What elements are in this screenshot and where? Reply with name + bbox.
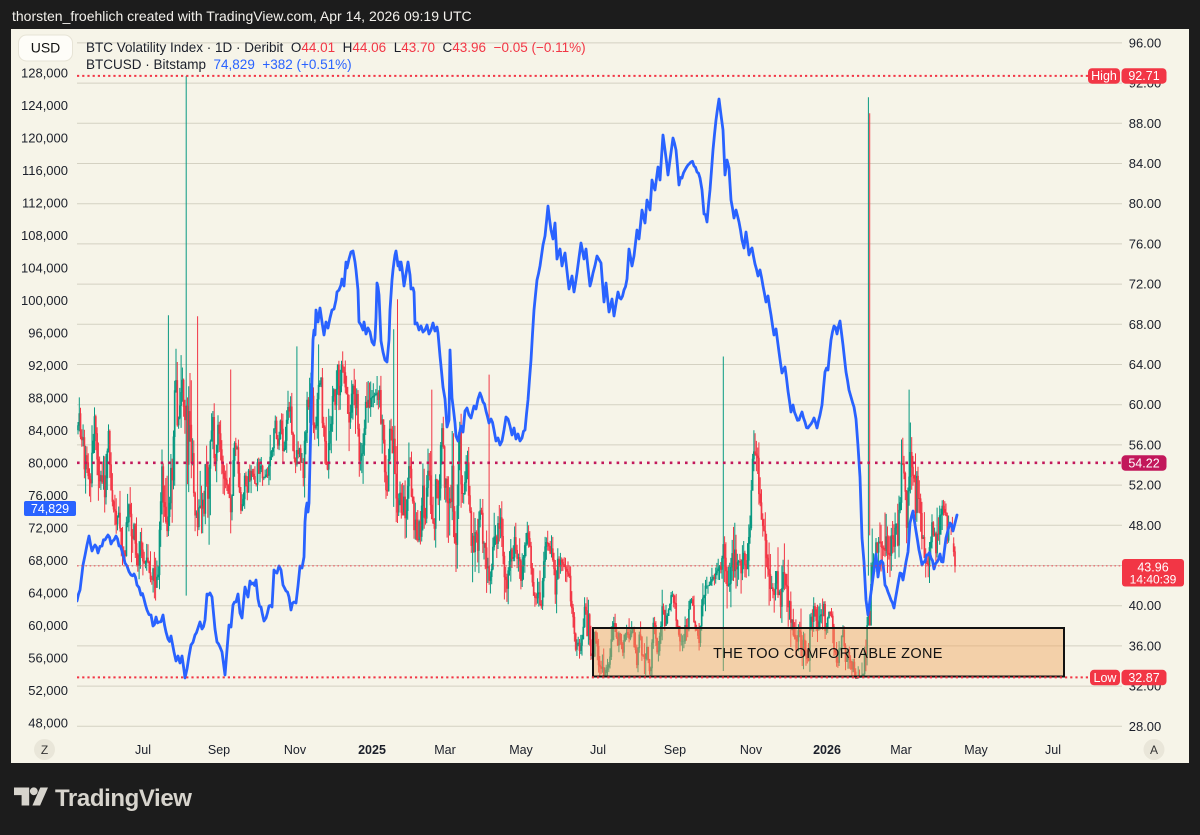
svg-text:60,000: 60,000 [28, 618, 68, 633]
svg-text:100,000: 100,000 [21, 293, 68, 308]
svg-text:Nov: Nov [740, 743, 763, 757]
svg-text:92,000: 92,000 [28, 358, 68, 373]
svg-text:BTCUSD · Bitstamp 74,829 +38: BTCUSD · Bitstamp 74,829 +382 (+0.51%) [86, 57, 352, 72]
svg-text:May: May [964, 743, 988, 757]
svg-text:Z: Z [41, 743, 48, 757]
svg-text:Jul: Jul [1045, 743, 1061, 757]
svg-text:108,000: 108,000 [21, 228, 68, 243]
svg-text:Mar: Mar [434, 743, 456, 757]
svg-text:48.00: 48.00 [1129, 518, 1162, 533]
svg-text:Jul: Jul [590, 743, 606, 757]
svg-text:USD: USD [31, 40, 61, 56]
svg-text:72.00: 72.00 [1129, 277, 1162, 292]
svg-text:88,000: 88,000 [28, 391, 68, 406]
svg-text:68,000: 68,000 [28, 553, 68, 568]
svg-text:120,000: 120,000 [21, 131, 68, 146]
svg-text:Sep: Sep [664, 743, 686, 757]
svg-text:92.71: 92.71 [1128, 69, 1159, 83]
svg-text:52.00: 52.00 [1129, 478, 1162, 493]
svg-text:88.00: 88.00 [1129, 116, 1162, 131]
svg-text:May: May [509, 743, 533, 757]
svg-text:thorsten_froehlich created wit: thorsten_froehlich created with TradingV… [12, 8, 472, 24]
svg-text:Mar: Mar [890, 743, 912, 757]
svg-text:76,000: 76,000 [28, 488, 68, 503]
svg-text:112,000: 112,000 [22, 196, 68, 211]
svg-text:84,000: 84,000 [28, 423, 68, 438]
svg-text:96.00: 96.00 [1129, 35, 1162, 50]
svg-text:52,000: 52,000 [28, 683, 68, 698]
svg-text:116,000: 116,000 [22, 163, 68, 178]
svg-text:54.22: 54.22 [1128, 456, 1159, 470]
svg-text:72,000: 72,000 [28, 521, 68, 536]
svg-text:A: A [1150, 743, 1158, 757]
svg-text:36.00: 36.00 [1129, 638, 1162, 653]
svg-text:Jul: Jul [135, 743, 151, 757]
svg-text:96,000: 96,000 [28, 326, 68, 341]
svg-text:56.00: 56.00 [1129, 437, 1162, 452]
svg-text:76.00: 76.00 [1129, 236, 1162, 251]
svg-text:28.00: 28.00 [1129, 719, 1162, 734]
svg-text:128,000: 128,000 [21, 66, 68, 81]
svg-text:104,000: 104,000 [21, 261, 68, 276]
svg-text:68.00: 68.00 [1129, 317, 1162, 332]
svg-text:Low: Low [1094, 671, 1118, 685]
svg-text:40.00: 40.00 [1129, 598, 1162, 613]
svg-text:2025: 2025 [358, 743, 386, 757]
svg-text:74,829: 74,829 [31, 502, 69, 516]
svg-text:2026: 2026 [813, 743, 841, 757]
svg-text:80.00: 80.00 [1129, 196, 1162, 211]
svg-text:TradingView: TradingView [55, 785, 192, 812]
svg-text:Nov: Nov [284, 743, 307, 757]
svg-text:43.96: 43.96 [1137, 561, 1168, 575]
svg-text:14:40:39: 14:40:39 [1130, 573, 1177, 587]
svg-text:60.00: 60.00 [1129, 397, 1162, 412]
svg-text:124,000: 124,000 [21, 98, 68, 113]
svg-text:64.00: 64.00 [1129, 357, 1162, 372]
svg-text:84.00: 84.00 [1129, 156, 1162, 171]
svg-text:56,000: 56,000 [28, 651, 68, 666]
svg-text:64,000: 64,000 [28, 586, 68, 601]
svg-text:Sep: Sep [208, 743, 230, 757]
svg-text:THE TOO COMFORTABLE ZONE: THE TOO COMFORTABLE ZONE [713, 646, 943, 662]
svg-text:48,000: 48,000 [28, 716, 68, 731]
svg-text:80,000: 80,000 [28, 456, 68, 471]
svg-text:High: High [1091, 69, 1117, 83]
svg-text:32.87: 32.87 [1128, 671, 1159, 685]
svg-text:BTC Volatility Index · 1D · De: BTC Volatility Index · 1D · Deribit O44.… [86, 40, 586, 55]
